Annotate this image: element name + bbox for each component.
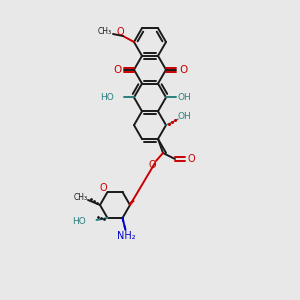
Text: O: O bbox=[148, 160, 156, 170]
Text: OH: OH bbox=[177, 112, 191, 121]
Text: CH₃: CH₃ bbox=[98, 28, 112, 37]
Text: O: O bbox=[100, 183, 107, 193]
Text: O: O bbox=[116, 27, 124, 37]
Text: HO: HO bbox=[100, 93, 114, 102]
Text: O: O bbox=[113, 65, 121, 75]
Text: NH₂: NH₂ bbox=[117, 231, 136, 241]
Text: O: O bbox=[187, 154, 195, 164]
Text: OH: OH bbox=[177, 93, 191, 102]
Text: CH₃: CH₃ bbox=[74, 193, 88, 202]
Text: O: O bbox=[179, 65, 187, 75]
Text: HO: HO bbox=[72, 218, 86, 226]
